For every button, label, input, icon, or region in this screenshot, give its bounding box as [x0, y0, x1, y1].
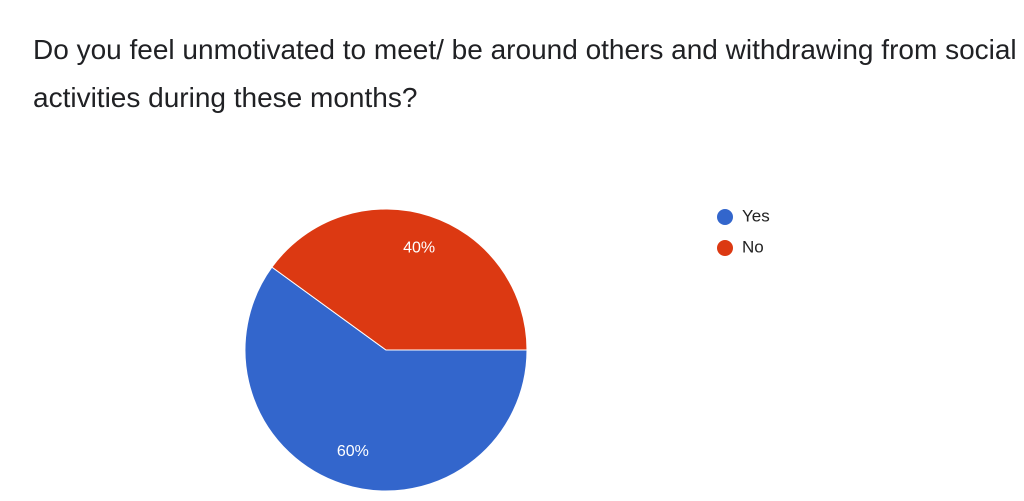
pie-slice — [271, 208, 528, 351]
legend-marker — [717, 240, 733, 256]
legend-marker — [717, 209, 733, 225]
chart-title: Do you feel unmotivated to meet/ be arou… — [33, 34, 1017, 113]
slice-label: 60% — [337, 443, 369, 460]
slice-label: 40% — [403, 239, 435, 256]
legend-label: Yes — [742, 206, 770, 225]
legend-label: No — [742, 237, 764, 256]
pie-slice — [244, 266, 528, 492]
